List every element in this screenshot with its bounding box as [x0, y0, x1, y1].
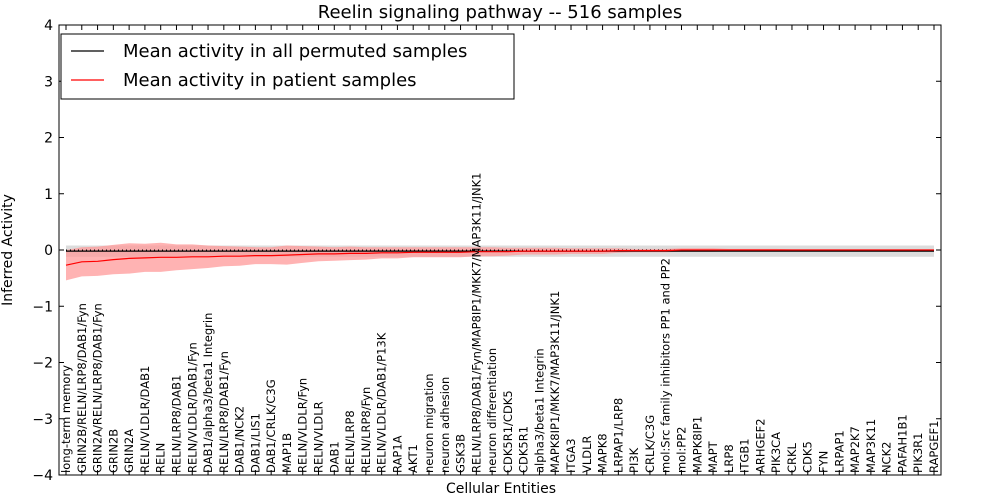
x-tick-label: CDK5R1: [517, 426, 531, 473]
y-tick-label: 3: [44, 74, 53, 90]
x-tick-label: ITGA3: [564, 438, 578, 473]
x-tick-label: PAFAH1B1: [895, 414, 909, 473]
x-tick-label: MAP1B: [280, 433, 294, 473]
x-tick-label: MAP2K7: [848, 426, 862, 473]
series-lines: [65, 249, 934, 266]
x-tick-label: GRIN2B/RELN/LRP8/DAB1/Fyn: [75, 303, 89, 473]
x-tick-label: LRP8: [722, 444, 736, 473]
y-tick-label: −3: [32, 412, 53, 428]
series-line-patient: [65, 249, 934, 266]
x-tick-label: CRLK/C3G: [643, 415, 657, 473]
x-tick-label: MAPK8: [596, 433, 610, 473]
x-tick-label: CRKL: [785, 442, 799, 473]
x-tick-label: mol:Src family inhibitors PP1 and PP2: [659, 258, 673, 473]
x-tick-label: RELN/LRP8/Fyn: [359, 387, 373, 473]
x-tick-label: PIK3R1: [911, 432, 925, 473]
x-tick-label: ITGB1: [738, 438, 752, 473]
x-tick-label: mol:PP2: [675, 427, 689, 474]
x-tick-label: RELN/VLDLR: [312, 401, 326, 473]
chart-title: Reelin signaling pathway -- 516 samples: [318, 2, 682, 23]
y-tick-label: −2: [32, 356, 53, 372]
x-tick-label: MAP3K11: [864, 419, 878, 473]
x-tick-label: DAB1/LIS1: [248, 413, 262, 473]
x-tick-label: CDK5R1/CDK5: [501, 390, 515, 473]
x-tick-label: AKT1: [406, 444, 420, 473]
x-tick-label: DAB1/CRLK/C3G: [264, 379, 278, 473]
x-tick-label: MAPT: [706, 440, 720, 473]
x-tick-label: MAPK8IP1: [690, 416, 704, 473]
x-tick-label: CDK5: [801, 441, 815, 473]
x-tick-label: long-term memory: [59, 365, 73, 473]
x-tick-label: LRPAP1/LRP8: [611, 398, 625, 473]
legend-label-permuted: Mean activity in all permuted samples: [123, 41, 467, 62]
x-tick-label: NCK2: [880, 442, 894, 474]
x-axis-ticks: long-term memory GRIN2B/RELN/LRP8/DAB1/Fy…: [59, 25, 941, 475]
x-tick-label: alpha3/beta1 Integrin: [533, 348, 547, 473]
x-tick-label: FYN: [817, 451, 831, 473]
x-tick-label: LRPAP1: [832, 430, 846, 473]
x-tick-label: RELN/LRP8: [343, 410, 357, 473]
y-tick-label: 2: [44, 131, 53, 147]
x-tick-label: RELN/LRP8/DAB1/Fyn: [217, 351, 231, 473]
x-axis-label: Cellular Entities: [446, 481, 556, 497]
x-tick-label: GRIN2A/RELN/LRP8/DAB1/Fyn: [91, 303, 105, 473]
x-tick-label: VLDLR: [580, 435, 594, 473]
y-tick-label: 1: [44, 187, 53, 203]
y-tick-label: 0: [44, 243, 53, 259]
x-tick-label: GRIN2A: [122, 429, 136, 473]
band-patient: [66, 242, 934, 281]
x-tick-label: DAB1/alpha3/beta1 Integrin: [201, 313, 215, 473]
x-tick-label: RELN/LRP8/DAB1: [170, 375, 184, 473]
x-tick-label: RAPGEF1: [927, 421, 941, 473]
x-tick-label: PIK3CA: [769, 432, 783, 473]
y-axis-label: Inferred Activity: [0, 194, 16, 306]
x-tick-label: RELN/VLDLR/Fyn: [296, 378, 310, 473]
y-axis-ticks: −4 −3 −2 −1 0 1 2 3 4: [32, 18, 941, 484]
x-tick-label: GRIN2B: [106, 429, 120, 473]
x-tick-label: GSK3B: [454, 434, 468, 473]
x-tick-label: neuron adhesion: [438, 377, 452, 473]
x-tick-label: neuron migration: [422, 373, 436, 473]
legend-box: [60, 33, 515, 100]
x-tick-label: neuron differentiation: [485, 348, 499, 473]
legend-label-patient: Mean activity in patient samples: [123, 70, 417, 91]
x-tick-label: RELN: [154, 443, 168, 473]
x-tick-label: ARHGEF2: [753, 418, 767, 473]
x-tick-label: RELN/VLDLR/DAB1: [138, 366, 152, 473]
y-tick-label: −4: [32, 468, 53, 484]
x-tick-label: DAB1/NCK2: [233, 406, 247, 473]
x-tick-label: PI3K: [627, 447, 641, 473]
x-tick-label: RAP1A: [390, 435, 404, 473]
legend: Mean activity in all permuted samples Me…: [60, 33, 515, 100]
x-tick-label: RELN/VLDLR/DAB1/P13K: [375, 332, 389, 473]
y-tick-label: −1: [32, 299, 53, 315]
confidence-bands: [66, 242, 934, 281]
x-tick-label: DAB1: [327, 441, 341, 473]
x-tick-label: RELN/LRP8/DAB1/Fyn/MAP8IP1/MKK7/MAP3K11/…: [469, 172, 483, 473]
x-tick-label: MAPK8IP1/MKK7/MAP3K11/JNK1: [548, 291, 562, 473]
y-tick-label: 4: [44, 18, 53, 34]
x-tick-label: RELN/VLDLR/DAB1/Fyn: [185, 342, 199, 473]
